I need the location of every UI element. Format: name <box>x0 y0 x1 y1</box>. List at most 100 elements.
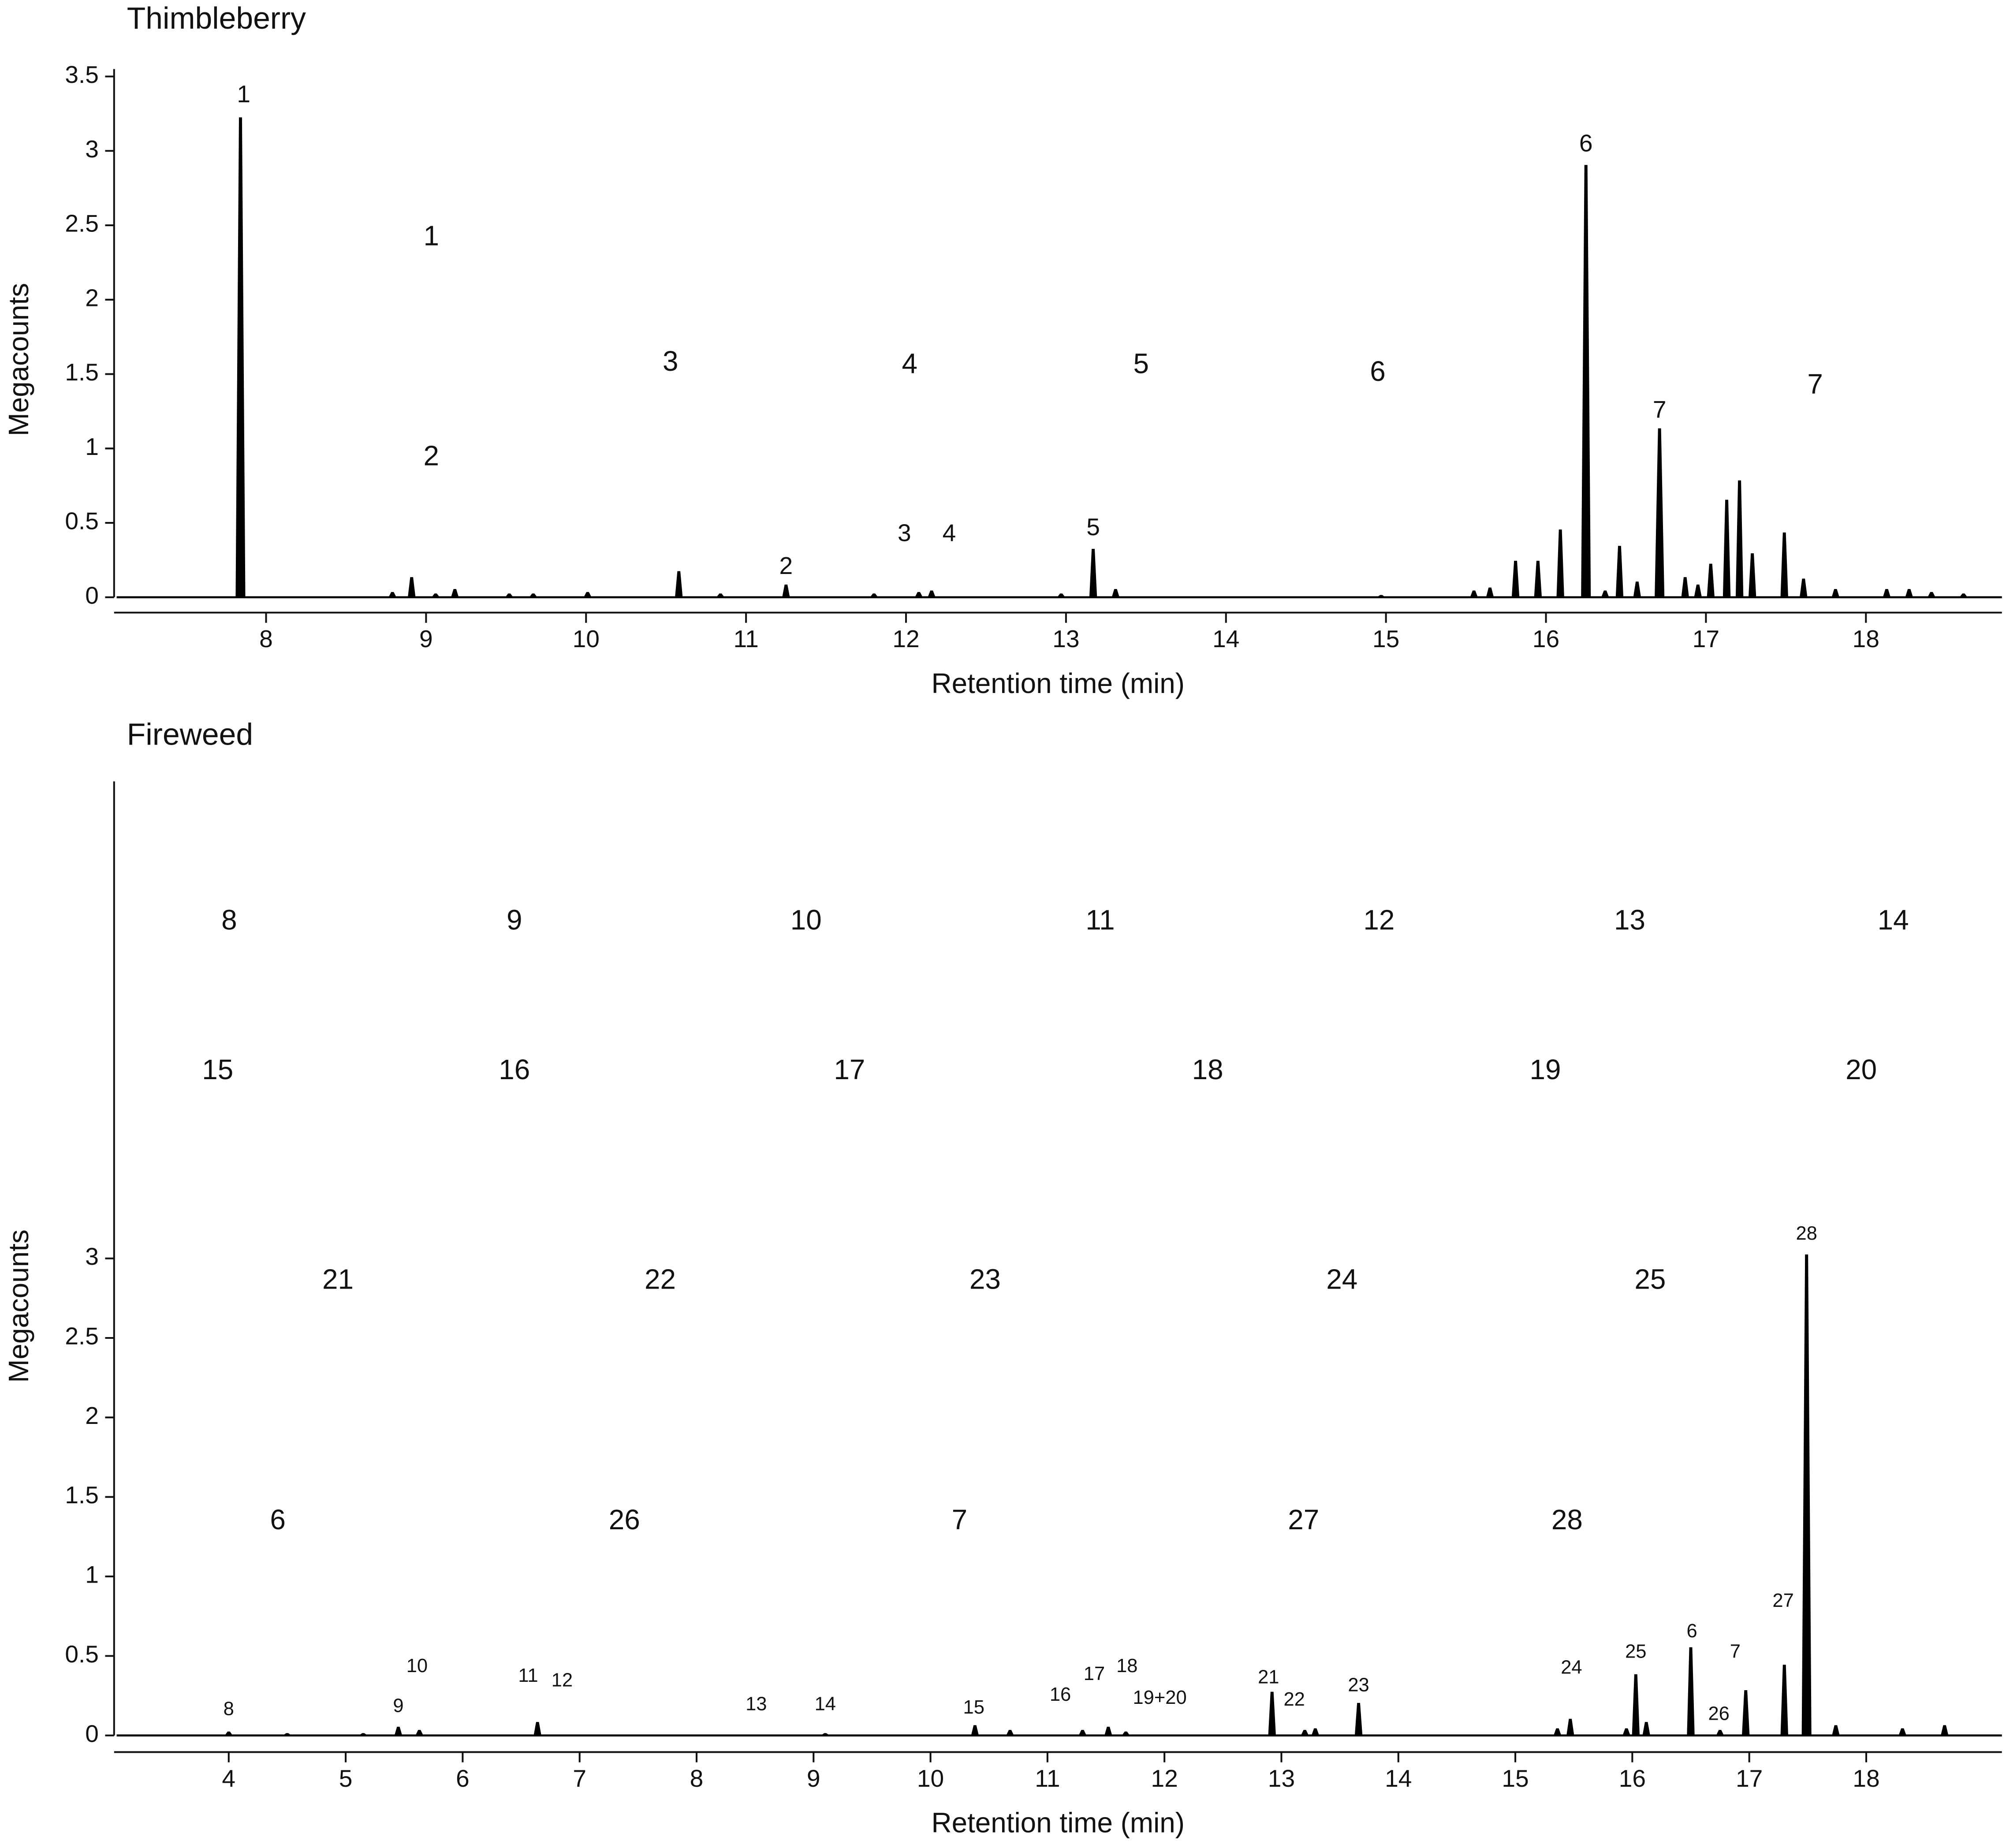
peak <box>1104 1726 1112 1736</box>
y-tick-label: 3 <box>85 1243 99 1270</box>
peak-label: 8 <box>224 1698 234 1719</box>
structure-label: 3 <box>663 345 679 377</box>
structure-label: 13 <box>1614 904 1645 936</box>
peak <box>1780 1665 1788 1736</box>
structure-label: 6 <box>1370 355 1385 387</box>
peak <box>1486 587 1494 598</box>
x-tick-label: 12 <box>1151 1765 1178 1792</box>
x-tick-label: 8 <box>259 625 273 652</box>
structure-label: 28 <box>1551 1504 1583 1535</box>
peak <box>716 593 724 598</box>
peak <box>1566 1718 1574 1736</box>
peak <box>1735 480 1744 597</box>
peak-label: 4 <box>943 519 956 547</box>
x-tick-label: 14 <box>1212 625 1239 652</box>
structure-label: 26 <box>609 1504 640 1535</box>
peak <box>1470 590 1478 598</box>
y-tick-label: 1 <box>85 433 99 460</box>
y-tick-label: 3 <box>85 135 99 163</box>
x-tick-label: 10 <box>573 625 600 652</box>
peak <box>283 1733 291 1736</box>
peak <box>1741 1690 1750 1736</box>
peak <box>1632 1674 1640 1736</box>
peak <box>1832 1725 1840 1736</box>
structure-label: 8 <box>221 904 237 936</box>
y-tick-label: 3.5 <box>65 61 99 88</box>
structure-label: 1 <box>423 220 439 251</box>
y-tick-label: 2.5 <box>65 1323 99 1350</box>
peak-label: 13 <box>746 1694 767 1715</box>
structure-label: 12 <box>1363 904 1395 936</box>
peak-label: 25 <box>1625 1641 1646 1662</box>
x-tick-label: 18 <box>1853 1765 1879 1792</box>
peak <box>1687 1647 1695 1736</box>
peak <box>1883 589 1891 598</box>
peak-label: 14 <box>815 1694 836 1715</box>
y-tick-label: 1 <box>85 1561 99 1588</box>
structure-label: 22 <box>645 1263 676 1295</box>
peak <box>870 593 878 598</box>
x-tick-label: 11 <box>1035 1765 1060 1792</box>
y-tick-label: 0.5 <box>65 1640 99 1668</box>
peak-label: 17 <box>1084 1663 1105 1684</box>
x-tick-label: 9 <box>807 1765 820 1792</box>
peak <box>1622 1728 1630 1736</box>
peak-label: 1 <box>237 80 250 108</box>
x-tick-label: 16 <box>1619 1765 1646 1792</box>
structure-label: 11 <box>1085 904 1115 936</box>
peak <box>1122 1731 1130 1736</box>
peak <box>1716 1730 1724 1736</box>
peak <box>1681 577 1689 597</box>
structure-label: 7 <box>952 1504 968 1535</box>
structure-label: 25 <box>1634 1263 1666 1295</box>
peak <box>1511 561 1520 597</box>
peak <box>1006 1730 1014 1736</box>
y-tick-label: 0 <box>85 1720 99 1747</box>
x-tick-label: 10 <box>917 1765 944 1792</box>
peak <box>782 585 790 598</box>
structure-label: 14 <box>1878 904 1909 936</box>
peak <box>1311 1728 1320 1736</box>
structure-label: 5 <box>1134 348 1149 380</box>
peak-label: 3 <box>898 519 911 547</box>
structure-label: 10 <box>790 904 822 936</box>
peak <box>1800 578 1808 598</box>
peak <box>451 589 459 598</box>
peak <box>821 1733 829 1736</box>
x-tick-label: 16 <box>1532 625 1559 652</box>
peak-label: 23 <box>1348 1674 1369 1695</box>
y-tick-label: 2 <box>85 1402 99 1429</box>
peak <box>584 592 592 598</box>
y-tick-label: 2.5 <box>65 210 99 237</box>
x-tick-label: 17 <box>1736 1765 1763 1792</box>
peak-label: 28 <box>1796 1223 1817 1244</box>
peak-label: 10 <box>406 1655 428 1677</box>
peak <box>415 1730 423 1736</box>
peak-label: 2 <box>779 552 793 579</box>
peak <box>1780 532 1788 597</box>
peak-label: 6 <box>1687 1621 1697 1642</box>
peak <box>1601 590 1609 598</box>
peak <box>1941 1725 1949 1736</box>
x-tick-label: 11 <box>734 625 759 652</box>
peak <box>1642 1722 1650 1736</box>
peak-label: 6 <box>1579 129 1593 156</box>
peak-label: 16 <box>1050 1684 1071 1705</box>
peak <box>1301 1730 1309 1736</box>
peak-label: 18 <box>1116 1655 1137 1677</box>
peak <box>1354 1703 1363 1736</box>
structure-label: 6 <box>270 1504 286 1535</box>
peak <box>915 592 923 598</box>
peak-label: 19+20 <box>1133 1687 1186 1708</box>
peak <box>1898 1728 1906 1736</box>
peak <box>1633 581 1641 598</box>
peak-label: 24 <box>1561 1657 1582 1678</box>
y-tick-label: 1.5 <box>65 1481 99 1509</box>
peak <box>1655 428 1665 597</box>
structure-label: 15 <box>202 1054 233 1085</box>
peak <box>1057 593 1065 598</box>
peak <box>1534 561 1542 597</box>
x-tick-label: 5 <box>339 1765 353 1792</box>
structure-label: 7 <box>1807 368 1823 400</box>
